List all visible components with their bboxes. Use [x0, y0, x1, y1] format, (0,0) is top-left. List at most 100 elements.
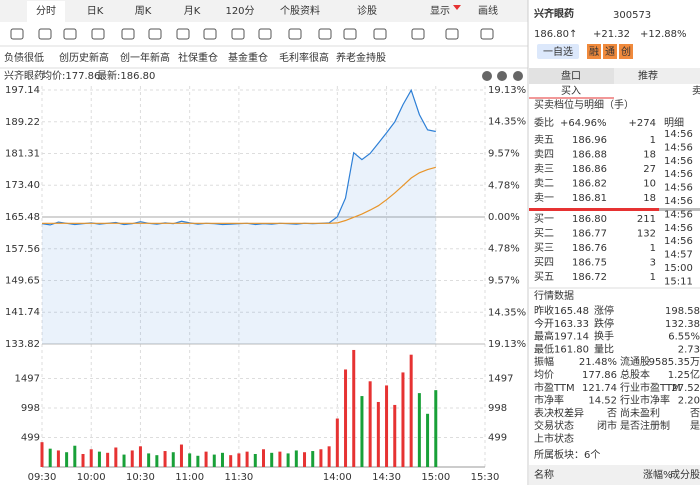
volume-bar	[327, 446, 331, 467]
x-tick-label: 09:30	[28, 472, 57, 483]
average-line	[42, 166, 436, 224]
market-value: 2.73	[678, 344, 700, 355]
tool-icon[interactable]	[148, 28, 162, 40]
volume-bar	[220, 452, 224, 467]
toolbar-tab[interactable]: 诊股	[357, 4, 377, 17]
quote-tab[interactable]: 盘口	[561, 69, 581, 82]
tool-icon[interactable]	[373, 28, 387, 40]
buy-tab[interactable]: 买入	[561, 85, 581, 97]
order-book-title: 买卖档位与明细（手）	[534, 98, 634, 111]
detail-time: 14:56	[664, 183, 693, 194]
asks-volume: 27	[643, 164, 656, 175]
badge-bg	[587, 44, 601, 59]
tool-icon[interactable]	[63, 28, 77, 40]
tool-icon[interactable]	[411, 28, 425, 40]
tag: 创历史新高	[59, 51, 109, 64]
volume-bar	[270, 452, 274, 467]
tool-icon[interactable]	[38, 28, 52, 40]
volume-bar	[171, 452, 175, 467]
asks-label: 卖五	[534, 134, 554, 146]
y-tick-label: 189.22	[5, 117, 40, 128]
volume-bar	[376, 401, 380, 467]
market-label: 最高	[534, 330, 554, 343]
toolbar-tab[interactable]: 日K	[87, 6, 104, 17]
y-tick-label: 133.82	[5, 339, 40, 350]
asks-price: 186.82	[572, 179, 607, 190]
tool-icon[interactable]	[176, 28, 190, 40]
volume-bar	[294, 450, 298, 467]
volume-bar	[196, 455, 200, 467]
toolbar-bg	[0, 0, 528, 22]
volume-bar	[65, 452, 69, 467]
volume-bar	[163, 451, 167, 467]
volume-bar	[179, 444, 183, 467]
chart-control[interactable]	[513, 71, 523, 81]
tool-icon[interactable]	[10, 28, 24, 40]
tool-icon[interactable]	[343, 28, 357, 40]
y2-tick-label: 4.78%	[488, 180, 520, 191]
y2-tick-label: 19.13%	[488, 339, 526, 350]
toolbar-draw[interactable]: 画线	[478, 4, 498, 17]
toolbar-tab[interactable]: 周K	[135, 5, 152, 17]
toolbar-tab[interactable]: 分时	[36, 5, 56, 17]
toolbar-display[interactable]: 显示	[430, 5, 450, 17]
volume-bar	[89, 449, 93, 467]
volume-bar	[97, 451, 101, 467]
tool-icon[interactable]	[258, 28, 272, 40]
toolbar-tab[interactable]: 120分	[225, 5, 254, 17]
bids-volume: 1	[650, 243, 656, 254]
market-value: 否	[690, 407, 700, 419]
tool-icon[interactable]	[318, 28, 332, 40]
tool-icon[interactable]	[480, 28, 494, 40]
tool-icon[interactable]	[288, 28, 302, 40]
bids-label: 买四	[534, 257, 554, 269]
average-label: 均价:177.86	[42, 70, 100, 82]
asks-label: 卖三	[534, 163, 554, 175]
y2-tick-label: 0.00%	[488, 212, 520, 223]
volume-bar	[81, 453, 85, 467]
market-label: 今开	[534, 317, 554, 330]
volume-bar	[73, 445, 77, 467]
detail-time: 14:56	[664, 223, 693, 234]
sell-tab[interactable]: 卖	[692, 85, 700, 97]
market-value: 121.74	[582, 383, 617, 394]
toolbar-tab[interactable]: 个股资料	[280, 4, 320, 17]
market-label: 是否注册制	[620, 419, 670, 432]
chart-control[interactable]	[482, 71, 492, 81]
sector-column[interactable]: 成分股数	[670, 468, 700, 481]
market-value: 9585.35万	[649, 357, 700, 368]
market-label: 昨收	[534, 304, 554, 317]
x-tick-label: 15:00	[421, 472, 450, 483]
tool-icon[interactable]	[231, 28, 245, 40]
asks-volume: 18	[643, 193, 656, 204]
quote-tab[interactable]: 推荐	[638, 69, 658, 82]
tool-icon[interactable]	[445, 28, 459, 40]
bids-volume: 1	[650, 272, 656, 283]
tool-icon[interactable]	[203, 28, 217, 40]
sector-column[interactable]: 涨幅%	[643, 468, 673, 481]
chart-control[interactable]	[497, 71, 507, 81]
volume-bar	[106, 452, 110, 467]
sector-column[interactable]: 名称	[534, 468, 554, 481]
watch-button[interactable]	[537, 44, 579, 59]
market-label: 总股本	[620, 368, 650, 381]
x-tick-label: 11:00	[175, 472, 204, 483]
detail-time: 14:56	[664, 142, 693, 153]
detail-time: 15:11	[664, 276, 693, 287]
market-label: 跌停	[594, 317, 614, 330]
volume-tick-label-right: 499	[488, 433, 507, 444]
watch-label[interactable]: 一自选	[543, 45, 573, 58]
market-value: 21.48%	[579, 357, 617, 368]
ratio: +64.96%	[560, 118, 607, 129]
market-label: 行业市盈TTM	[620, 381, 681, 394]
quote-percent: +12.88%	[640, 29, 687, 40]
tool-icon[interactable]	[91, 28, 105, 40]
toolbar-tab[interactable]: 月K	[184, 5, 201, 17]
tool-icon[interactable]	[121, 28, 135, 40]
active-tab-bg	[27, 1, 65, 22]
dropdown-arrow	[453, 5, 461, 10]
y2-tick-label: 9.57%	[488, 276, 520, 287]
y2-tick-label: 4.78%	[488, 244, 520, 255]
asks-price: 186.88	[572, 150, 607, 161]
volume-tick-label: 998	[21, 403, 40, 414]
